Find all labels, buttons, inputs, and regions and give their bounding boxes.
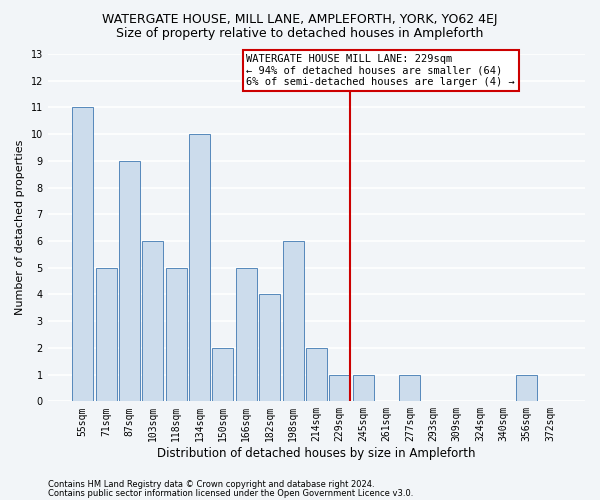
Bar — [306, 348, 327, 402]
Bar — [353, 374, 374, 402]
Bar — [400, 374, 421, 402]
Text: WATERGATE HOUSE MILL LANE: 229sqm
← 94% of detached houses are smaller (64)
6% o: WATERGATE HOUSE MILL LANE: 229sqm ← 94% … — [246, 54, 515, 87]
Bar — [329, 374, 350, 402]
Bar — [72, 108, 93, 402]
Bar — [212, 348, 233, 402]
Bar — [119, 161, 140, 402]
Y-axis label: Number of detached properties: Number of detached properties — [15, 140, 25, 316]
Bar — [142, 241, 163, 402]
Bar — [259, 294, 280, 402]
Text: Contains HM Land Registry data © Crown copyright and database right 2024.: Contains HM Land Registry data © Crown c… — [48, 480, 374, 489]
Text: Contains public sector information licensed under the Open Government Licence v3: Contains public sector information licen… — [48, 488, 413, 498]
Bar — [95, 268, 116, 402]
Bar — [166, 268, 187, 402]
Text: Size of property relative to detached houses in Ampleforth: Size of property relative to detached ho… — [116, 28, 484, 40]
Bar — [516, 374, 537, 402]
Text: WATERGATE HOUSE, MILL LANE, AMPLEFORTH, YORK, YO62 4EJ: WATERGATE HOUSE, MILL LANE, AMPLEFORTH, … — [102, 12, 498, 26]
Bar — [236, 268, 257, 402]
X-axis label: Distribution of detached houses by size in Ampleforth: Distribution of detached houses by size … — [157, 447, 476, 460]
Bar — [189, 134, 210, 402]
Bar — [283, 241, 304, 402]
